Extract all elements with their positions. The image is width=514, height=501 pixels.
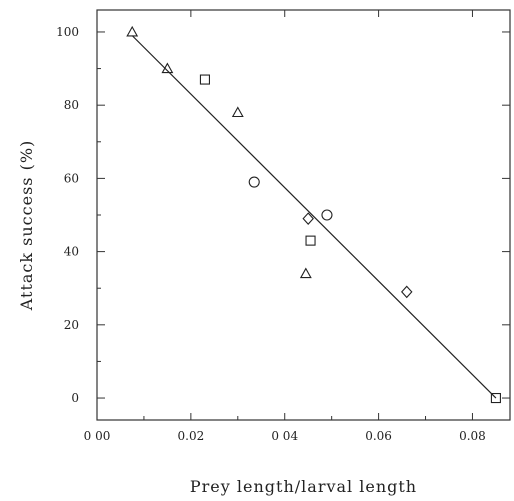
x-tick-label: 0.06	[365, 429, 392, 443]
tick-labels: 0 00 0.02 0 04 0.06 0.08 0 20 40 60 80 100	[56, 25, 486, 443]
x-tick-label: 0.02	[178, 429, 205, 443]
y-tick-label: 80	[64, 98, 79, 112]
y-tick-label: 60	[64, 171, 79, 185]
triangle-point	[161, 62, 174, 74]
square-point	[490, 392, 501, 404]
diamond-point	[302, 212, 314, 225]
triangle-point	[126, 25, 139, 37]
triangle-point	[299, 267, 312, 279]
y-tick-label: 100	[56, 25, 79, 39]
x-tick-label: 0 00	[84, 429, 111, 443]
y-tick-label: 0	[71, 391, 79, 405]
x-axis-title: Prey length/larval length	[190, 477, 417, 496]
x-tick-label: 0 04	[271, 429, 298, 443]
circle-point	[321, 209, 333, 221]
data-points	[126, 25, 501, 404]
y-tick-label: 20	[64, 318, 79, 332]
y-tick-label: 40	[64, 245, 79, 259]
axis-ticks	[96, 10, 510, 420]
fit-line-layer	[131, 35, 497, 399]
square-point	[305, 235, 316, 246]
x-tick-label: 0.08	[459, 429, 486, 443]
y-axis-title: Attack success (%)	[17, 140, 36, 312]
regression-line	[131, 35, 497, 399]
square-point	[199, 74, 210, 85]
plot-border	[96, 9, 511, 421]
circle-point	[248, 176, 260, 188]
diamond-point	[401, 285, 413, 299]
plot-frame	[96, 9, 511, 421]
triangle-point	[231, 106, 244, 118]
